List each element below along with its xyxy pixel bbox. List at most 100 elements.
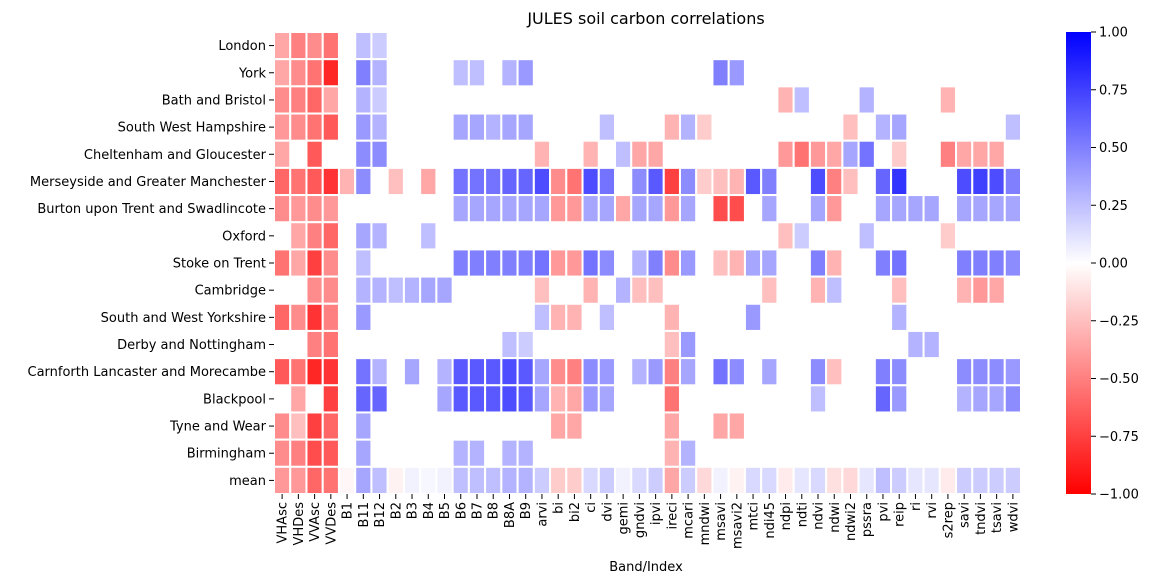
heatmap-cell	[678, 465, 698, 495]
heatmap-cell	[500, 112, 519, 142]
x-tick-label: ndpi	[779, 502, 794, 530]
x-tick-label: B8	[487, 502, 502, 519]
x-tick-label: B3	[406, 502, 421, 519]
heatmap-cell	[467, 58, 487, 88]
heatmap-cell	[370, 384, 389, 414]
heatmap-cell	[825, 248, 844, 278]
heatmap-cell	[955, 166, 974, 197]
heatmap-cell	[565, 302, 584, 332]
heatmap-cell	[273, 438, 292, 468]
heatmap-cell	[516, 465, 535, 495]
heatmap-cell	[825, 275, 844, 305]
x-tick-label: pvi	[876, 502, 891, 522]
heatmap-cell	[305, 465, 324, 495]
heatmap-cell	[273, 302, 292, 332]
heatmap-cell	[565, 194, 584, 224]
heatmap-cell	[321, 85, 340, 115]
heatmap-cell	[857, 465, 876, 495]
x-tick-label: dvi	[600, 502, 615, 522]
heatmap-cell	[354, 221, 373, 251]
heatmap-cell	[922, 465, 941, 495]
y-tick-label: Birmingham	[187, 447, 266, 462]
heatmap-cell	[500, 438, 519, 468]
heatmap-cell	[581, 465, 600, 495]
heatmap-cell	[516, 329, 535, 360]
heatmap-cell	[711, 194, 730, 224]
heatmap-cell	[273, 85, 292, 115]
heatmap-cell	[370, 58, 389, 88]
colorbar	[1066, 32, 1091, 494]
heatmap-cell	[955, 248, 974, 278]
heatmap-cell	[500, 357, 519, 387]
heatmap-cell	[370, 221, 389, 251]
heatmap-cell	[955, 194, 974, 224]
heatmap-cell	[289, 31, 308, 61]
heatmap-cell	[532, 139, 552, 169]
heatmap-cell	[1003, 357, 1022, 387]
heatmap-cell	[890, 248, 909, 278]
heatmap-cell	[516, 438, 535, 468]
heatmap-cell	[467, 465, 487, 495]
heatmap-cell	[890, 384, 909, 414]
heatmap-cell	[711, 411, 730, 441]
heatmap-cell	[321, 357, 340, 387]
heatmap-cell	[305, 275, 324, 305]
heatmap-cell	[825, 357, 844, 387]
heatmap-cell	[1003, 248, 1022, 278]
heatmap-cell	[841, 166, 860, 197]
heatmap-cell	[354, 112, 373, 142]
heatmap-cell	[597, 302, 617, 332]
heatmap-cell	[678, 112, 698, 142]
heatmap-cell	[906, 329, 925, 360]
heatmap-cell	[370, 112, 389, 142]
heatmap-cell	[630, 465, 649, 495]
heatmap-cell	[890, 275, 909, 305]
heatmap-cell	[662, 194, 681, 224]
y-axis-ticks: London York Bath and Bristol South West Ham…	[28, 39, 274, 489]
heatmap-cell	[808, 384, 828, 414]
heatmap-cell	[549, 357, 568, 387]
heatmap-cell	[337, 465, 357, 495]
y-tick-label: South and West Yorkshire	[101, 311, 266, 326]
heatmap-cell	[1003, 194, 1022, 224]
heatmap-cell	[695, 166, 714, 197]
heatmap-cell	[711, 357, 730, 387]
heatmap-cell	[321, 384, 340, 414]
heatmap-cell	[808, 194, 828, 224]
heatmap-cell	[289, 302, 308, 332]
heatmap-cell	[678, 357, 698, 387]
heatmap-cell	[451, 438, 470, 468]
heatmap-cell	[678, 166, 698, 197]
heatmap-cell	[630, 275, 649, 305]
heatmap-cell	[646, 248, 665, 278]
heatmap-cell	[289, 58, 308, 88]
heatmap-cell	[435, 357, 454, 387]
heatmap-cell	[321, 166, 340, 197]
heatmap-cell	[825, 139, 844, 169]
heatmap-cell	[662, 166, 681, 197]
heatmap-cell	[565, 357, 584, 387]
heatmap-cell	[581, 139, 600, 169]
heatmap-cell	[646, 139, 665, 169]
heatmap-cell	[467, 438, 487, 468]
heatmap-cell	[987, 357, 1006, 387]
heatmap-cell	[955, 357, 974, 387]
heatmap-cell	[321, 438, 340, 468]
heatmap-cell	[873, 357, 893, 387]
heatmap-cell	[565, 465, 584, 495]
colorbar-tick-label: −1.00	[1099, 488, 1139, 503]
heatmap-cell	[549, 166, 568, 197]
heatmap-cell	[273, 58, 292, 88]
heatmap-cell	[597, 357, 617, 387]
heatmap-cell	[273, 357, 292, 387]
heatmap-cell	[614, 139, 633, 169]
heatmap-cell	[662, 248, 681, 278]
heatmap-cell	[743, 166, 763, 197]
heatmap-cell	[305, 302, 324, 332]
heatmap-cell	[451, 357, 470, 387]
heatmap-cell	[630, 166, 649, 197]
heatmap-cell	[597, 465, 617, 495]
heatmap-cell	[646, 275, 665, 305]
heatmap-cell	[776, 139, 795, 169]
x-tick-label: reip	[893, 502, 908, 527]
